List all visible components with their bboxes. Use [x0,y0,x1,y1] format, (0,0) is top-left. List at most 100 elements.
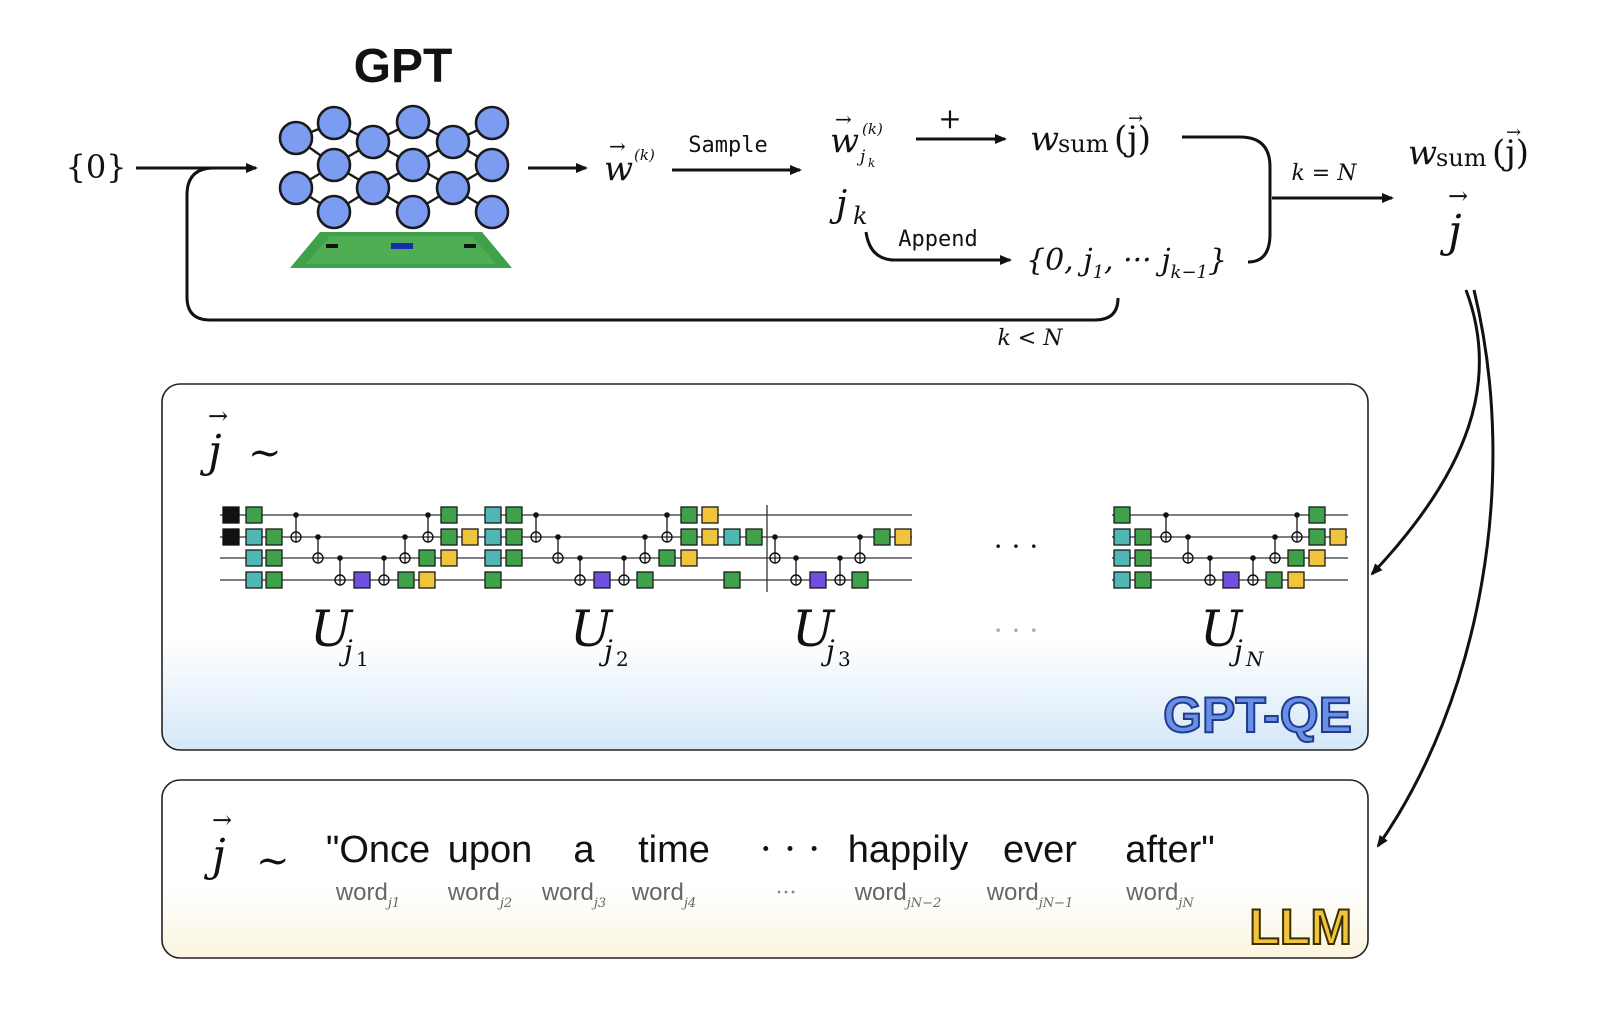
nn-node [278,170,314,206]
svg-text:(k): (k) [862,120,883,138]
circuit-gate [1134,571,1152,589]
cnot-control [293,512,299,518]
svg-text:j: j [1439,206,1462,257]
svg-text:N: N [1245,647,1265,671]
append-arrow [864,231,1012,265]
circuit-gate [851,571,869,589]
circuit-gate [265,549,283,567]
word-index: wordjN [1125,879,1194,911]
index-set: {0, j1, ··· jk−1} [1026,243,1227,283]
nn-node [395,194,431,230]
circuit-gate [701,528,719,546]
gptqe-dots-bottom: · · · [994,614,1039,647]
svg-text:→: → [212,806,232,834]
word-index: wordjN−1 [986,879,1074,911]
circuit-gate [505,506,523,524]
gptqe-dots-top: · · · [994,530,1039,563]
circuit-gate [1308,528,1326,546]
circuit-gate [418,571,436,589]
word-index: wordj1 [335,879,400,911]
svg-text:(k): (k) [634,146,655,164]
sentence-word: "Once [326,829,430,871]
cnot-control [425,512,431,518]
output-w-sum: w sum (j) → [1408,122,1529,173]
k-less-than-n: k < N [997,326,1063,351]
circuit-gate [265,528,283,546]
circuit-gate [1308,506,1326,524]
circuit-gate [245,528,263,546]
circuit-gate [1287,549,1305,567]
neural-network-icon [278,104,510,230]
cnot-control [1250,555,1256,561]
circuit-gate [440,506,458,524]
cnot-control [577,555,583,561]
circuit-gate [265,571,283,589]
cnot-control [1163,512,1169,518]
circuit-gate [636,571,654,589]
arrow-to-gptqe [1370,289,1481,576]
svg-text:{0, j1, ··· jk−1}: {0, j1, ··· jk−1} [1026,243,1227,283]
append-label: Append [898,227,977,252]
circuit-gate [680,549,698,567]
cnot-control [1207,555,1213,561]
llm-sentence: "Once upon a time · · · happily ever after" [326,827,1215,871]
sentence-word: upon [448,829,533,871]
cnot-control [621,555,627,561]
circuit-gate [658,549,676,567]
circuit-gate [440,549,458,567]
circuit-gate [418,549,436,567]
word-index: wordjN−2 [854,879,942,911]
circuit-gate [680,528,698,546]
circuit-gate [1113,549,1131,567]
feedback-loop-arrow [185,166,1120,322]
w-sum: w sum (j) → [1030,108,1151,159]
gpt-title: GPT [354,40,453,93]
cnot-control [772,534,778,540]
nn-node [474,147,510,183]
svg-text:U: U [570,600,614,658]
circuit-gate [397,571,415,589]
svg-text:→: → [1448,182,1468,210]
svg-text:k: k [868,156,875,170]
llm-label: LLM [1249,899,1352,955]
nn-node [355,124,391,160]
svg-text:j: j [829,184,847,225]
svg-text:w: w [830,121,859,161]
arrow-to-llm [1376,289,1495,848]
cnot-control [837,555,843,561]
nn-node [474,194,510,230]
circuit-gate [1287,571,1305,589]
svg-text:~: ~ [248,430,282,476]
circuit-gate [1329,528,1347,546]
svg-text:w: w [1408,133,1437,173]
cnot-control [533,512,539,518]
nn-node [435,170,471,206]
circuit-gate [245,506,263,524]
svg-text:k: k [853,202,868,230]
svg-text:→: → [208,402,228,430]
sentence-word: · · · [760,827,820,871]
cnot-control [857,534,863,540]
circuit-gate [505,549,523,567]
quantum-circuit [220,505,1348,592]
circuit-gate [1113,571,1131,589]
k-equals-n: k = N [1291,161,1357,186]
w-vector: w → (k) [604,134,655,189]
cnot-control [793,555,799,561]
nn-node [316,147,352,183]
svg-text:3: 3 [838,647,851,671]
gptqe-panel [161,383,1369,751]
svg-text:→: → [1128,108,1143,129]
circuit-gate [1113,528,1131,546]
cnot-control [337,555,343,561]
word-index-dots: ··· [776,881,797,906]
svg-text:~: ~ [256,838,290,884]
circuit-gate [1222,571,1240,589]
svg-text:(j): (j) [1114,119,1151,159]
sentence-word: happily [848,829,968,871]
circuit-gate [894,528,912,546]
chip-board-icon [290,232,512,268]
circuit-gate [593,571,611,589]
nn-node [395,147,431,183]
